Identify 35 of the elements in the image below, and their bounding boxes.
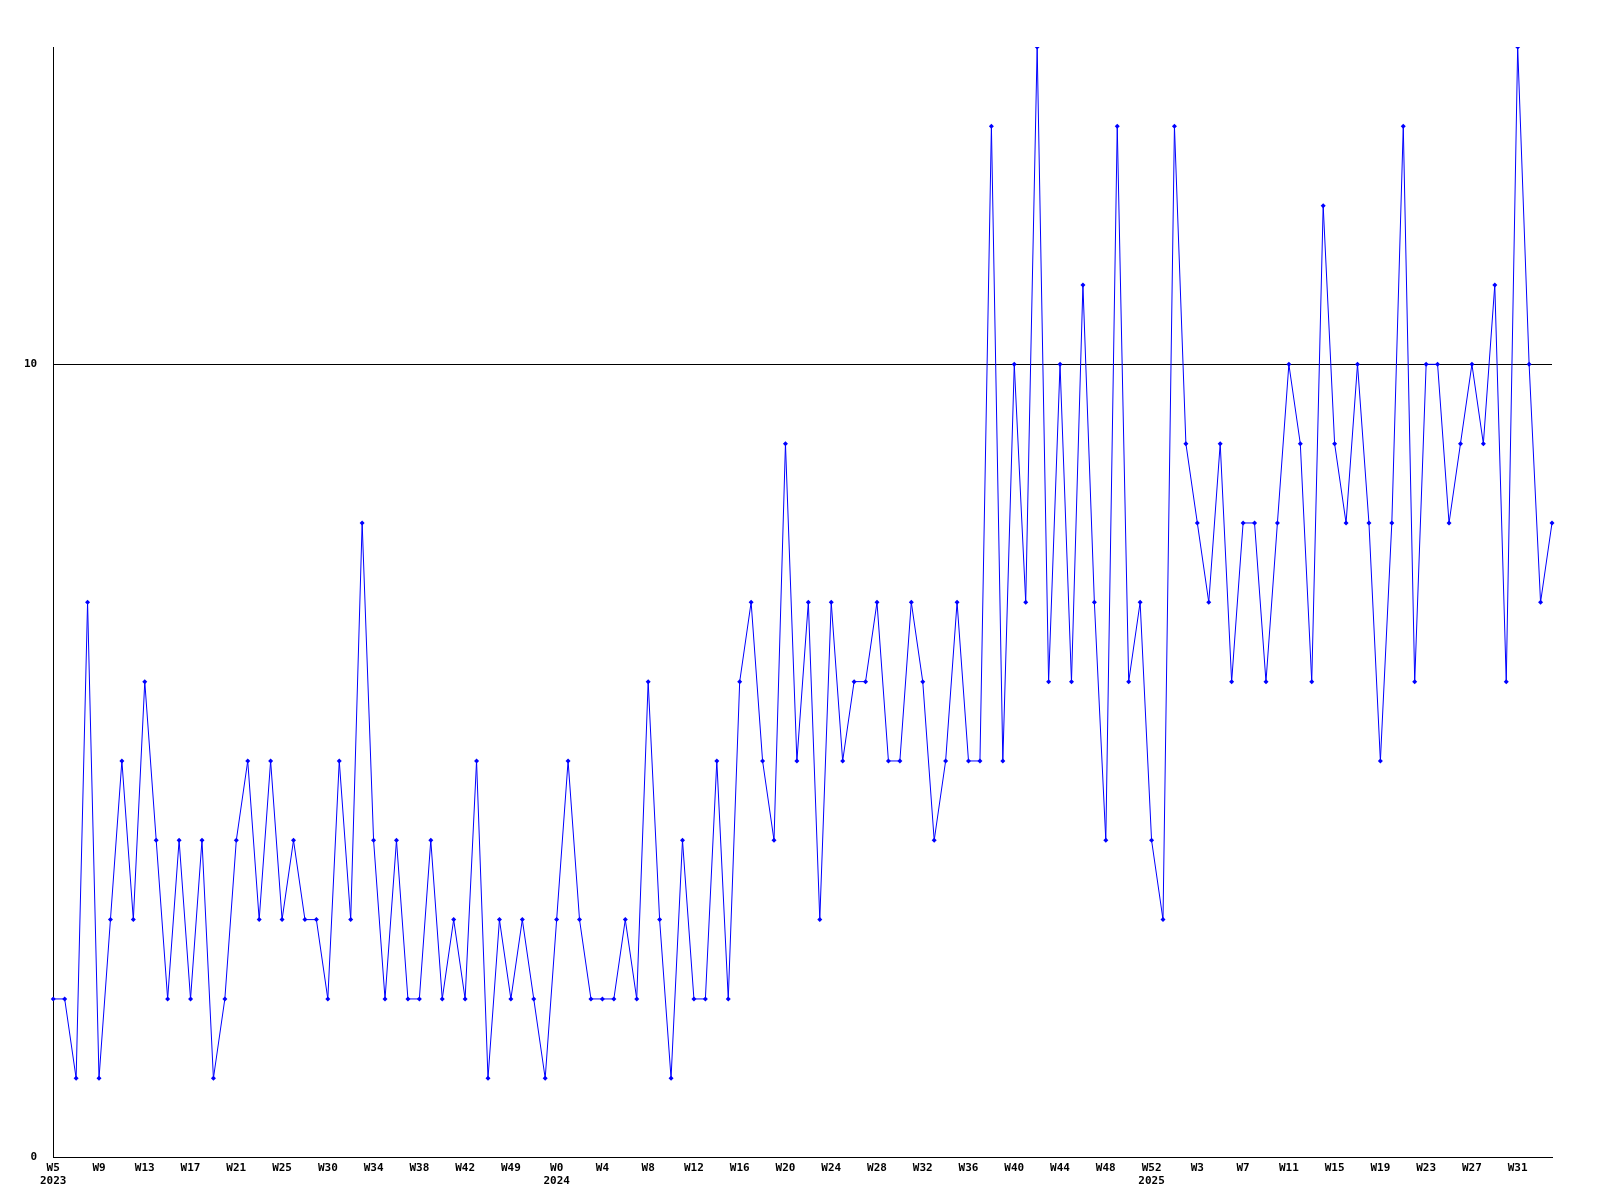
x-tick-label: W32	[912, 1161, 933, 1175]
x-tick-label: W13	[134, 1161, 155, 1175]
x-tick-label: W24	[821, 1161, 842, 1175]
x-tick-label: W7	[1236, 1161, 1250, 1175]
x-tick-label: W20	[775, 1161, 796, 1175]
x-tick-label: W21	[226, 1161, 247, 1175]
x-tick-label: W15	[1324, 1161, 1345, 1175]
x-tick-label: W36	[958, 1161, 979, 1175]
x-tick-label: W17	[180, 1161, 201, 1175]
x-tick-label: W23	[1416, 1161, 1437, 1175]
x-tick-label: W11	[1278, 1161, 1300, 1175]
x-tick-label: W30	[317, 1161, 338, 1175]
x-tick-label: W8	[641, 1161, 655, 1175]
x-tick-label: W3	[1190, 1161, 1204, 1175]
x-tick-label: W5 2023	[40, 1161, 67, 1188]
x-tick-label: W38	[409, 1161, 430, 1175]
x-tick-label: W12	[684, 1161, 704, 1175]
x-tick-label: W52 2025	[1138, 1161, 1165, 1188]
x-tick-label: W44	[1050, 1161, 1071, 1175]
x-tick-label: W19	[1370, 1161, 1391, 1175]
x-tick-label: W28	[867, 1161, 887, 1175]
y-tick-label: 0	[30, 1150, 38, 1164]
x-tick-label: W0 2024	[543, 1161, 571, 1188]
x-tick-label: W34	[363, 1161, 384, 1175]
y-tick-label: 10	[24, 357, 38, 371]
x-tick-label: W31	[1507, 1161, 1528, 1175]
x-tick-label: W42	[455, 1161, 476, 1175]
x-tick-label: W4	[595, 1161, 610, 1175]
x-tick-label: W49	[500, 1161, 521, 1175]
x-tick-label: W48	[1095, 1161, 1116, 1175]
x-tick-label: W9	[92, 1161, 106, 1175]
x-tick-label: W25	[272, 1161, 292, 1175]
x-tick-label: W16	[729, 1161, 751, 1175]
x-tick-label: W40	[1004, 1161, 1025, 1175]
x-tick-label: W27	[1461, 1161, 1482, 1175]
